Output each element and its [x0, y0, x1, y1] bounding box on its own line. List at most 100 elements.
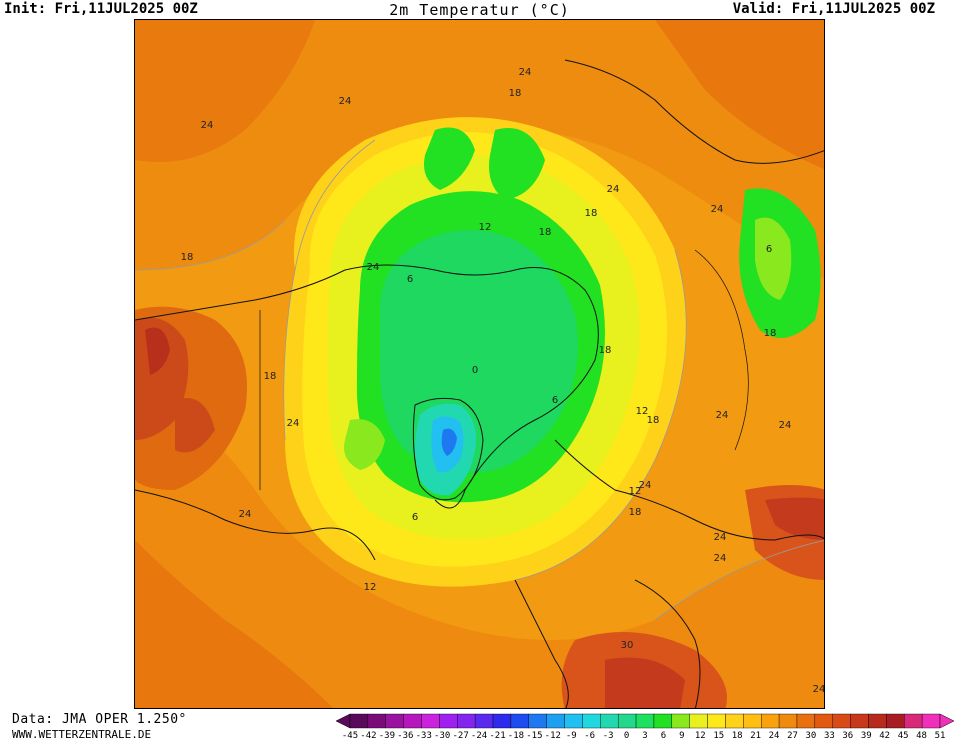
init-time-label: Init: Fri,11JUL2025 00Z	[4, 1, 198, 17]
isotherm-label: 18	[509, 88, 522, 99]
colorbar-tick-label: 27	[787, 731, 798, 740]
isotherm-label: 24	[779, 420, 792, 431]
isotherm-label: 24	[711, 204, 724, 215]
colorbar-labels: -45 -42 -39 -36 -33 -30 -27 -24 -21 -18 -15 -12 -9 -6…	[342, 731, 946, 740]
isotherm-label: 6	[552, 395, 558, 406]
colorbar-tick-label: -9	[566, 731, 577, 740]
colorbar-cell	[725, 713, 744, 729]
isotherm-label: 0	[472, 365, 478, 376]
isotherm-label: 18	[585, 208, 598, 219]
colorbar-tick-label: -27	[452, 731, 468, 740]
colorbar-cell	[564, 713, 583, 729]
colorbar-tick-label: -36	[397, 731, 413, 740]
colorbar-tick-label: 36	[842, 731, 853, 740]
colorbar-cell	[814, 713, 833, 729]
isotherm-label: 18	[764, 328, 777, 339]
colorbar-cell	[689, 713, 708, 729]
colorbar-max-arrow	[939, 713, 955, 729]
isotherm-label: 6	[407, 274, 413, 285]
isotherm-label: 24	[607, 184, 620, 195]
colorbar-cell	[904, 713, 923, 729]
colorbar-tick-label: -6	[584, 731, 595, 740]
colorbar-tick-label: -3	[603, 731, 614, 740]
colorbar-cell	[528, 713, 547, 729]
colorbar-cell	[474, 713, 494, 729]
isotherm-label: 12	[479, 222, 492, 233]
colorbar-cell	[796, 713, 816, 729]
website-label: WWW.WETTERZENTRALE.DE	[12, 728, 152, 741]
colorbar-tick-label: 45	[898, 731, 909, 740]
isotherm-label: 18	[647, 415, 660, 426]
isotherm-label: 6	[412, 512, 418, 523]
isotherm-label: 24	[639, 480, 652, 491]
colorbar-cell	[832, 713, 851, 729]
colorbar-cell	[510, 713, 529, 729]
colorbar-min-arrow	[335, 713, 351, 729]
colorbar-cell	[653, 713, 673, 729]
colorbar-cell	[349, 713, 369, 729]
colorbar-tick-label: -39	[379, 731, 395, 740]
isotherm-label: 18	[181, 252, 194, 263]
colorbar-cell	[421, 713, 440, 729]
colorbar-tick-label: -12	[545, 731, 561, 740]
colorbar-tick-label: 21	[750, 731, 761, 740]
colorbar-tick-label: 30	[806, 731, 817, 740]
colorbar-tick-label: -21	[489, 731, 505, 740]
isotherm-label: 24	[813, 684, 825, 695]
valid-time-label: Valid: Fri,11JUL2025 00Z	[732, 1, 935, 17]
colorbar-cell	[743, 713, 762, 729]
isotherm-label: 18	[264, 371, 277, 382]
isotherm-label: 12	[364, 582, 377, 593]
colorbar-tick-label: -24	[471, 731, 487, 740]
colorbar-cell	[617, 713, 637, 729]
colorbar-tick-label: 0	[624, 731, 629, 740]
colorbar-tick-label: 24	[769, 731, 780, 740]
isotherm-label: 24	[519, 67, 532, 78]
isotherm-label: 30	[621, 640, 634, 651]
isotherm-label: 12	[636, 406, 649, 417]
isotherm-label: 18	[539, 227, 552, 238]
colorbar-tick-label: -45	[342, 731, 358, 740]
colorbar-cell	[582, 713, 601, 729]
temperature-map[interactable]: 24 18 24 24 18 18 24 12 18 6 6 18 0 18 6 12 18 24 6 24 18 24 2…	[134, 19, 825, 709]
colorbar-cell	[921, 713, 941, 729]
isotherm-label: 24	[714, 532, 727, 543]
colorbar-cell	[439, 713, 458, 729]
colorbar-cell	[868, 713, 887, 729]
isotherm-label: 18	[629, 507, 642, 518]
colorbar-tick-label: 12	[695, 731, 706, 740]
isotherm-label: 24	[239, 509, 252, 520]
colorbar-tick-label: 3	[642, 731, 647, 740]
isotherm-label: 24	[287, 418, 300, 429]
colorbar-tick-label: -18	[508, 731, 524, 740]
isotherm-label: 24	[201, 120, 214, 131]
colorbar-tick-label: -30	[434, 731, 450, 740]
colorbar-cell	[761, 713, 780, 729]
colorbar-tick-label: 9	[679, 731, 684, 740]
data-source-label: Data: JMA OPER 1.250°	[12, 712, 187, 727]
colorbar-cell	[457, 713, 476, 729]
isotherm-label: 12	[629, 486, 642, 497]
colorbar-cell	[492, 713, 512, 729]
colorbar-cell	[600, 713, 619, 729]
colorbar-cell	[778, 713, 798, 729]
colorbar-cell	[886, 713, 905, 729]
isotherm-label: 24	[714, 553, 727, 564]
isotherm-label: 18	[599, 345, 612, 356]
colorbar-tick-label: -15	[526, 731, 542, 740]
colorbar-cell	[850, 713, 869, 729]
map-title: 2m Temperatur (°C)	[389, 1, 570, 19]
colorbar-cell	[546, 713, 565, 729]
colorbar-tick-label: 15	[713, 731, 724, 740]
colorbar-tick-label: 51	[935, 731, 946, 740]
isotherm-label: 24	[367, 262, 380, 273]
colorbar-cell	[671, 713, 690, 729]
colorbar-cell	[385, 713, 404, 729]
colorbar-tick-label: 33	[824, 731, 835, 740]
isotherm-label: 6	[766, 244, 772, 255]
isotherm-label: 24	[339, 96, 352, 107]
colorbar-cells	[335, 713, 955, 729]
colorbar-cell	[367, 713, 386, 729]
